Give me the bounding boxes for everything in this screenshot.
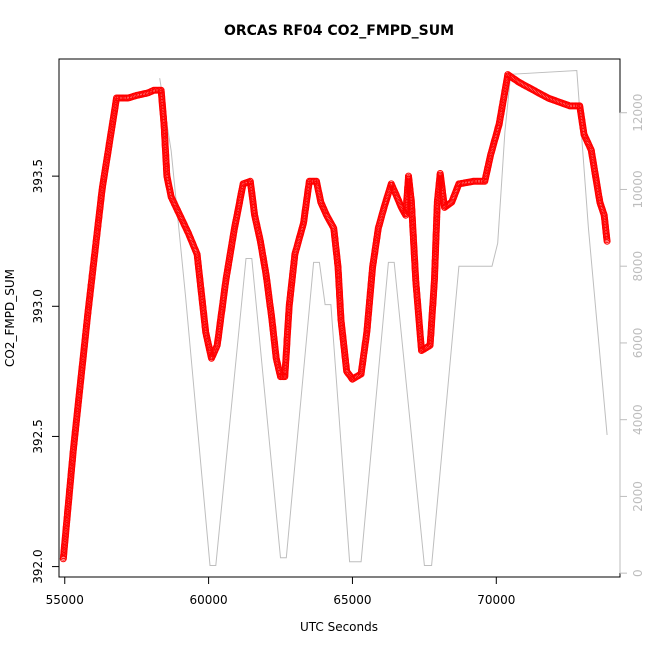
co2-series [59, 71, 611, 563]
right-y-tick-label: 4000 [631, 404, 645, 435]
right-y-tick-label: 10000 [631, 170, 645, 208]
y-tick-label: 393.0 [31, 289, 45, 323]
right-y-tick-label: 0 [631, 569, 645, 577]
right-y-tick-label: 6000 [631, 328, 645, 359]
y-tick-label: 392.0 [31, 549, 45, 583]
y-axis: 392.0 392.5 393.0 393.5 [31, 159, 60, 584]
y-axis-label: CO2_FMPD_SUM [3, 269, 17, 367]
x-axis: 55000 60000 65000 70000 [46, 576, 515, 607]
x-tick-label: 70000 [477, 593, 515, 607]
right-y-axis: 0 2000 4000 6000 8000 10000 12000 [619, 94, 645, 577]
x-tick-label: 55000 [46, 593, 84, 607]
right-y-tick-label: 8000 [631, 251, 645, 282]
right-y-tick-label: 12000 [631, 94, 645, 132]
x-tick-label: 60000 [190, 593, 228, 607]
y-tick-label: 393.5 [31, 159, 45, 193]
right-y-tick-label: 2000 [631, 481, 645, 512]
y-tick-label: 392.5 [31, 419, 45, 453]
x-tick-label: 65000 [333, 593, 371, 607]
altitude-line [159, 69, 608, 566]
co2-point [603, 237, 611, 245]
x-axis-label: UTC Seconds [300, 620, 378, 634]
co2-point [447, 199, 454, 207]
chart-title: ORCAS RF04 CO2_FMPD_SUM [224, 23, 454, 39]
series-layer [59, 69, 611, 566]
